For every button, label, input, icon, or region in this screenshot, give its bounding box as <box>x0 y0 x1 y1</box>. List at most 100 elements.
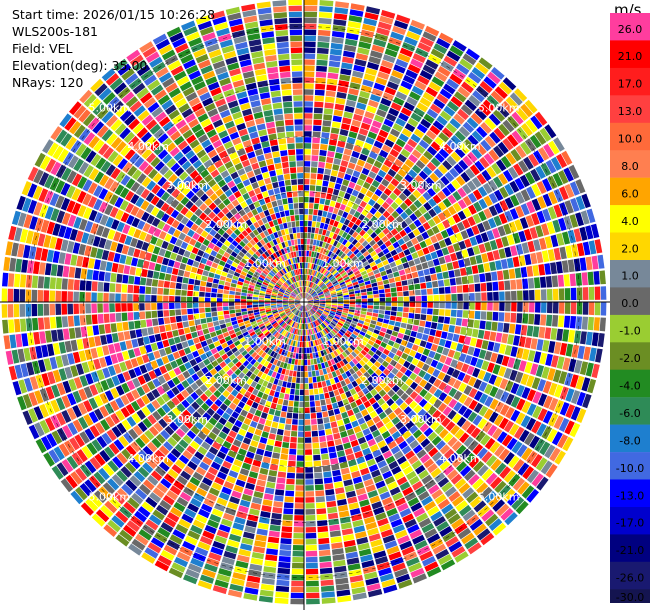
velocity-gate <box>238 505 249 514</box>
velocity-gate <box>150 453 162 465</box>
velocity-gate <box>226 385 234 393</box>
velocity-gate <box>360 395 368 403</box>
velocity-gate <box>414 338 421 346</box>
velocity-gate <box>182 321 189 328</box>
velocity-gate <box>480 139 492 152</box>
velocity-gate <box>294 395 300 401</box>
velocity-gate <box>176 403 186 413</box>
velocity-gate <box>247 476 257 485</box>
velocity-gate <box>194 279 201 286</box>
velocity-gate <box>373 82 386 92</box>
velocity-gate <box>313 305 319 308</box>
velocity-gate <box>271 293 277 297</box>
velocity-gate <box>252 302 259 305</box>
velocity-gate <box>518 230 527 243</box>
velocity-gate <box>347 243 354 250</box>
velocity-gate <box>415 159 426 170</box>
velocity-gate <box>426 108 439 119</box>
velocity-gate <box>61 212 71 225</box>
velocity-gate <box>305 274 307 281</box>
velocity-gate <box>480 434 491 446</box>
velocity-gate <box>179 424 190 434</box>
velocity-gate <box>356 276 363 281</box>
velocity-gate <box>430 251 438 260</box>
velocity-gate <box>194 255 202 262</box>
velocity-gate <box>361 298 368 302</box>
velocity-gate <box>154 532 168 544</box>
velocity-gate <box>330 330 336 336</box>
velocity-gate <box>217 306 223 312</box>
velocity-gate <box>276 297 283 300</box>
velocity-gate <box>214 398 223 407</box>
velocity-gate <box>407 117 419 128</box>
velocity-gate <box>467 247 475 257</box>
velocity-gate <box>202 530 215 540</box>
velocity-gate <box>319 241 324 247</box>
velocity-gate <box>442 198 452 208</box>
velocity-gate <box>87 360 96 372</box>
velocity-gate <box>377 71 390 80</box>
velocity-gate <box>67 279 74 290</box>
velocity-gate <box>345 340 351 347</box>
velocity-gate <box>328 286 335 291</box>
velocity-gate <box>489 441 501 454</box>
velocity-gate <box>337 303 344 306</box>
velocity-gate <box>446 100 459 112</box>
velocity-gate <box>322 255 327 261</box>
velocity-gate <box>324 422 331 430</box>
velocity-gate <box>445 302 451 309</box>
velocity-gate <box>190 382 199 391</box>
velocity-gate <box>229 354 236 361</box>
velocity-gate <box>352 231 359 239</box>
velocity-gate <box>183 235 192 244</box>
velocity-gate <box>377 281 384 286</box>
velocity-gate <box>328 66 340 74</box>
velocity-gate <box>337 171 345 179</box>
velocity-gate <box>541 250 550 263</box>
velocity-gate <box>307 304 312 309</box>
velocity-gate <box>365 577 380 586</box>
velocity-gate <box>135 488 148 500</box>
velocity-gate <box>161 403 171 414</box>
velocity-gate <box>222 440 232 449</box>
velocity-gate <box>325 495 336 502</box>
velocity-gate <box>29 376 39 390</box>
velocity-gate <box>436 413 447 424</box>
velocity-gate <box>249 318 256 323</box>
velocity-gate <box>102 482 116 495</box>
velocity-gate <box>306 293 310 299</box>
velocity-gate <box>56 462 69 477</box>
velocity-gate <box>405 470 417 481</box>
velocity-gate <box>149 492 162 504</box>
velocity-gate <box>341 528 354 536</box>
velocity-gate <box>98 237 107 249</box>
velocity-gate <box>291 580 304 587</box>
velocity-gate <box>238 428 247 437</box>
velocity-gate <box>111 474 124 487</box>
velocity-gate <box>167 226 176 235</box>
velocity-gate <box>299 395 304 402</box>
velocity-gate <box>420 282 427 289</box>
velocity-gate <box>222 331 230 338</box>
velocity-gate <box>238 364 246 372</box>
velocity-gate <box>300 383 304 390</box>
velocity-gate <box>166 266 173 274</box>
velocity-gate <box>78 416 89 430</box>
velocity-gate <box>309 395 315 401</box>
velocity-gate <box>199 482 210 492</box>
velocity-gate <box>323 223 329 230</box>
velocity-gate <box>515 145 527 159</box>
velocity-gate <box>141 406 151 417</box>
velocity-gate <box>75 230 84 243</box>
velocity-gate <box>388 351 395 359</box>
velocity-gate <box>45 158 57 173</box>
velocity-gate <box>313 460 322 467</box>
velocity-gate <box>359 229 366 237</box>
velocity-gate <box>292 419 298 425</box>
velocity-gate <box>405 450 415 460</box>
velocity-gate <box>197 446 208 456</box>
velocity-gate <box>267 314 273 318</box>
velocity-gate <box>66 240 75 253</box>
velocity-gate <box>481 169 492 182</box>
velocity-gate <box>359 499 370 507</box>
